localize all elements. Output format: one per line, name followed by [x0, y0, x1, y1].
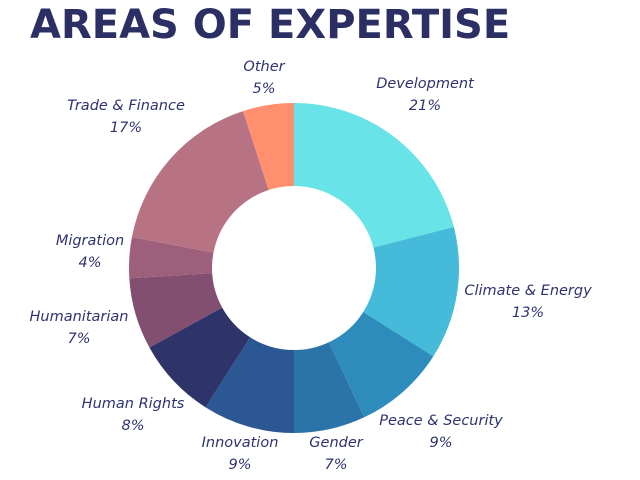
slice-label-climate-and-energy: Climate & Energy	[464, 283, 592, 299]
slice-labels: Development 21% Climate & Energy 13% Peace &…	[30, 59, 593, 473]
slice-value-peace-and-security: 9%	[429, 435, 452, 451]
slice-gender	[294, 342, 365, 433]
slice-humanitarian	[129, 273, 223, 348]
slice-development	[294, 103, 454, 248]
slice-value-development: 21%	[409, 98, 441, 114]
slice-climate-and-energy	[363, 226, 459, 357]
slice-label-innovation: Innovation	[202, 435, 279, 451]
slice-value-migration: 4%	[78, 255, 101, 271]
slice-value-climate-and-energy: 13%	[512, 305, 544, 321]
donut-slices	[129, 103, 459, 433]
slice-label-trade-and-finance: Trade & Finance	[67, 98, 185, 114]
page-title: AREAS OF EXPERTISE	[30, 2, 511, 48]
slice-innovation	[205, 337, 294, 433]
slice-label-development: Development	[376, 76, 475, 92]
slice-value-innovation: 9%	[228, 457, 251, 473]
slice-migration	[129, 237, 214, 279]
slice-label-other: Other	[243, 59, 285, 75]
slice-peace-and-security	[328, 311, 434, 418]
slice-human-rights	[149, 307, 251, 408]
slice-other	[243, 103, 294, 191]
slice-value-humanitarian: 7%	[67, 331, 90, 347]
slice-label-gender: Gender	[309, 435, 363, 451]
slice-value-gender: 7%	[324, 457, 347, 473]
slice-trade-and-finance	[131, 111, 269, 253]
slice-value-trade-and-finance: 17%	[110, 120, 142, 136]
slice-value-other: 5%	[252, 81, 275, 97]
slice-label-humanitarian: Humanitarian	[30, 309, 129, 325]
slice-label-peace-and-security: Peace & Security	[379, 413, 503, 429]
slice-label-human-rights: Human Rights	[82, 396, 185, 412]
slice-value-human-rights: 8%	[121, 418, 144, 434]
slice-label-migration: Migration	[56, 233, 124, 249]
